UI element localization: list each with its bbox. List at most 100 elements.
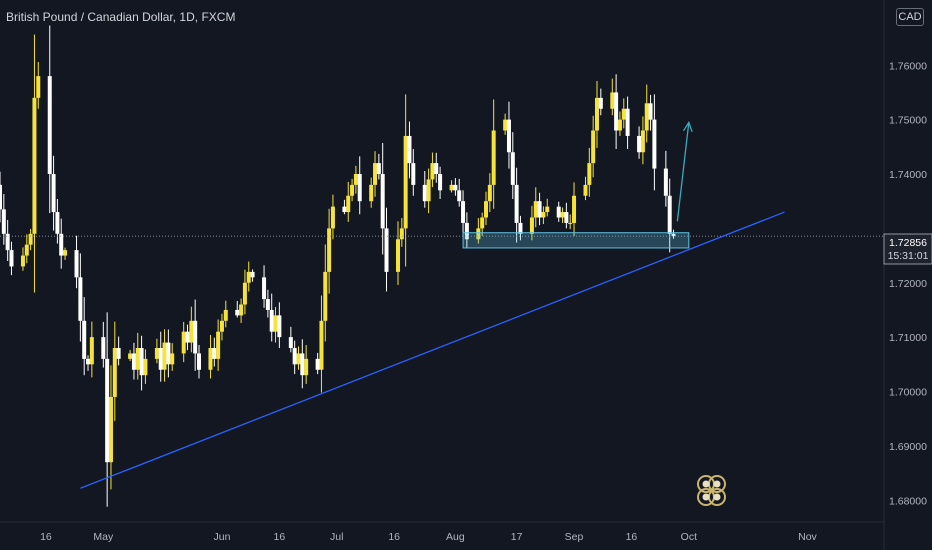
candle-body: [411, 163, 416, 185]
last-price-value: 1.72856: [889, 237, 927, 249]
time-tick-label: Oct: [681, 531, 697, 543]
price-tick-label: 1.75000: [889, 115, 927, 127]
candle-body: [568, 222, 573, 224]
candle-body: [269, 309, 274, 332]
candle-body: [55, 212, 60, 234]
time-tick-label: Jun: [213, 531, 230, 543]
candle-body: [296, 353, 301, 365]
candle-body: [323, 271, 328, 321]
candle-body: [403, 135, 408, 229]
candle-body: [503, 119, 508, 131]
candle-body: [353, 174, 358, 185]
candle-body: [154, 348, 159, 359]
candle-body: [434, 163, 439, 174]
time-axis[interactable]: 16 May Jun 16 Jul 16 Aug 17 Sep 16 Oct Nov: [40, 531, 817, 543]
candle-body: [395, 239, 400, 272]
time-tick-label: Aug: [446, 531, 465, 543]
candle-body: [250, 271, 255, 278]
candle-body: [514, 184, 519, 223]
last-price-badge: 1.72856 15:31:01: [883, 233, 932, 265]
candle-body: [20, 255, 25, 267]
candle-body: [572, 195, 577, 223]
candle-body: [78, 277, 83, 321]
candle-body: [330, 206, 335, 229]
candle-body: [82, 320, 87, 359]
candle-body: [484, 201, 489, 218]
candle-body: [350, 184, 355, 196]
support-zone: [462, 232, 690, 249]
candle-body: [617, 119, 622, 131]
candle-body: [170, 353, 175, 365]
candle-body: [212, 348, 217, 359]
candle-body: [9, 250, 14, 267]
candle-body: [5, 233, 10, 251]
candle-body: [346, 195, 351, 213]
candle-body: [315, 358, 320, 370]
candle-body: [24, 244, 29, 256]
candle-body: [47, 76, 52, 174]
price-tick-label: 1.70000: [889, 387, 927, 399]
candle-body: [246, 271, 251, 283]
candle-body: [587, 163, 592, 185]
candle-body: [614, 92, 619, 131]
candle-body: [380, 174, 385, 229]
candle-body: [376, 163, 381, 174]
candle-body: [89, 337, 94, 365]
price-tick-label: 1.71000: [889, 332, 927, 344]
price-tick-label: 1.69000: [889, 441, 927, 453]
last-price-badge-bg: [883, 233, 932, 265]
candle-body: [640, 130, 645, 153]
candle-body: [652, 119, 657, 169]
candle-body: [637, 135, 642, 153]
candle-body: [36, 76, 41, 98]
bar-countdown: 15:31:01: [888, 250, 929, 262]
candle-body: [1, 209, 6, 234]
time-tick-label: Nov: [798, 531, 817, 543]
candle-body: [564, 212, 569, 223]
candle-body: [193, 320, 198, 354]
candle-body: [292, 348, 297, 365]
candle-body: [143, 358, 148, 376]
candle-body: [166, 342, 171, 365]
candle-body: [300, 353, 305, 376]
time-tick-label: 16: [40, 531, 52, 543]
forecast-arrow-head-icon: [682, 120, 693, 133]
candle-body: [342, 206, 347, 213]
price-tick-label: 1.68000: [889, 495, 927, 507]
candle-body: [541, 212, 546, 218]
candle-body: [162, 342, 167, 370]
candle-body: [583, 184, 588, 196]
candle-body: [621, 108, 626, 120]
candle-body: [480, 217, 485, 229]
candle-body: [108, 396, 113, 463]
candle-body: [196, 353, 201, 370]
candle-body: [208, 348, 213, 370]
price-axis[interactable]: 1.68000 1.69000 1.70000 1.71000 1.72000 1.740…: [889, 60, 927, 507]
candle-body: [594, 97, 599, 131]
candle-body: [545, 206, 550, 213]
currency-badge[interactable]: CAD: [896, 8, 924, 26]
candle-body: [139, 348, 144, 376]
candle-body: [461, 201, 466, 223]
candle-body: [667, 195, 672, 234]
time-tick-label: 16: [626, 531, 638, 543]
candle-body: [510, 152, 515, 185]
candle-body: [319, 320, 324, 370]
candle-body: [533, 201, 538, 218]
candle-body: [487, 184, 492, 202]
candle-body: [59, 233, 64, 256]
candle-body: [449, 184, 454, 191]
candle-body: [239, 304, 244, 316]
watermark-logo-icon: [697, 475, 726, 506]
candle-body: [105, 358, 110, 463]
price-tick-label: 1.76000: [889, 60, 927, 72]
candle-body: [185, 331, 190, 343]
candle-body: [426, 179, 431, 202]
symbol-title[interactable]: British Pound / Canadian Dollar, 1D, FXC…: [6, 10, 236, 24]
drawings-layer: [0, 120, 884, 489]
candle-body: [399, 228, 404, 240]
candle-body: [0, 184, 2, 210]
